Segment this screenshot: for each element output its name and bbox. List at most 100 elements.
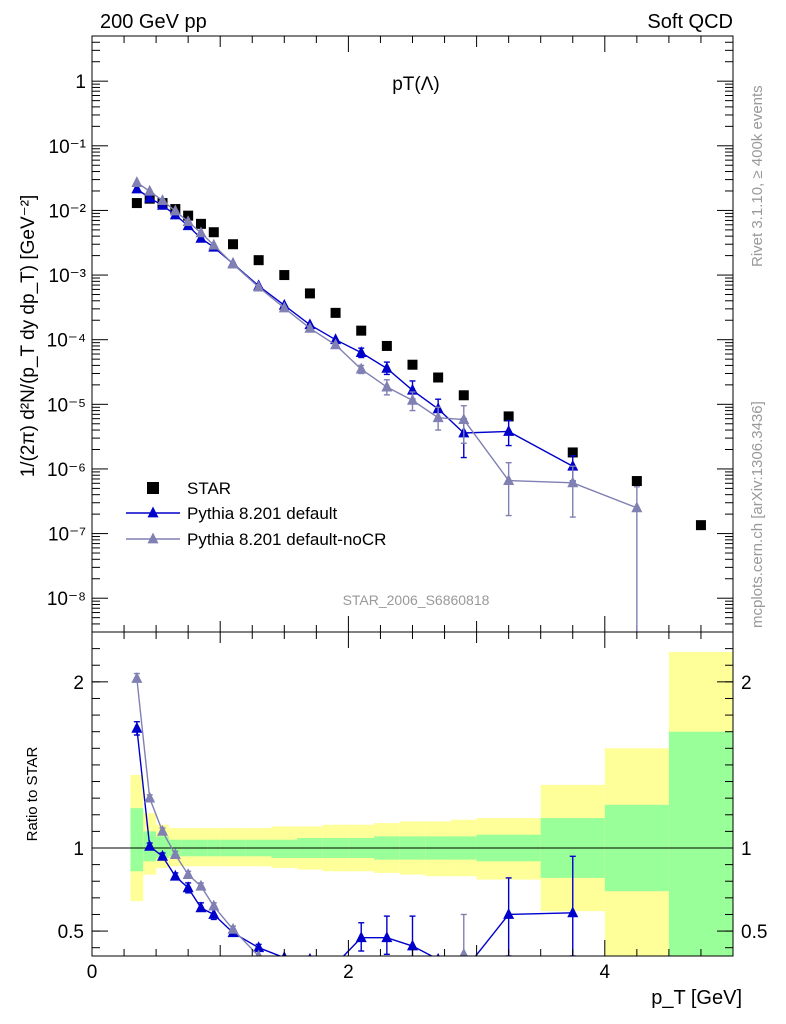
- ratio-point: [144, 839, 156, 851]
- ratio-x-tick-label: 2: [343, 962, 354, 983]
- data-point: [433, 372, 444, 383]
- header-left: 200 GeV pp: [100, 11, 207, 33]
- side-label-rivet: Rivet 3.1.10, ≥ 400k events: [749, 85, 766, 267]
- y-tick-label: 10⁻³: [49, 266, 87, 287]
- ratio-point: [355, 931, 367, 943]
- y-tick-label: 1: [75, 72, 86, 93]
- main-plot-marks: [131, 176, 706, 632]
- ratio-plot-xlabel: p_T [GeV]: [651, 987, 742, 1009]
- band-inner: [130, 808, 144, 872]
- data-point: [208, 227, 219, 238]
- data-point: [304, 288, 315, 299]
- data-point: [228, 239, 239, 250]
- ratio-point: [407, 939, 418, 951]
- ratio-plot-ticks: 0.5 0.5 1 1 2 2 0 2 4: [58, 632, 767, 983]
- ratio-point: [433, 968, 444, 979]
- data-point: [503, 424, 515, 436]
- y-tick-label: 10⁻⁴: [47, 331, 86, 352]
- data-point: [169, 204, 181, 216]
- ratio-point: [253, 941, 265, 953]
- data-point: [381, 380, 393, 392]
- ratio-plot-frame: [91, 631, 734, 957]
- data-point: [208, 238, 220, 250]
- y-tick-label: 10⁻²: [49, 201, 87, 222]
- ratio-x-tick-label: 4: [600, 962, 611, 983]
- header-right: Soft QCD: [647, 11, 733, 33]
- ratio-point: [356, 966, 367, 977]
- data-point: [253, 255, 264, 266]
- ratio-point: [330, 961, 341, 972]
- ratio-y-tick-label: 0.5: [58, 922, 84, 943]
- data-point: [278, 301, 290, 313]
- ratio-point: [195, 879, 207, 891]
- ratio-point: [255, 949, 262, 956]
- data-point: [253, 280, 265, 292]
- band-inner: [668, 731, 733, 956]
- ratio-point: [195, 901, 207, 913]
- y-tick-label: 10⁻⁸: [47, 589, 86, 610]
- main-plot-panel: 10⁻⁸10⁻⁷10⁻⁶10⁻⁵10⁻⁴10⁻³10⁻²10⁻¹1 pT(Λ) …: [18, 35, 734, 633]
- legend-label: Pythia 8.201 default-noCR: [187, 530, 386, 549]
- data-point: [381, 340, 392, 351]
- y-tick-label: 10⁻⁵: [47, 395, 86, 416]
- ratio-point: [459, 947, 468, 956]
- data-point: [304, 321, 316, 333]
- ratio-plot-panel: 0.5 0.5 1 1 2 2 0 2 4 Ratio to STAR p_T [GeV]: [24, 631, 767, 1009]
- ratio-point: [567, 906, 579, 918]
- data-point: [195, 231, 207, 243]
- data-point: [355, 362, 367, 374]
- ratio-point: [157, 824, 169, 836]
- legend-marker-triangle: [147, 506, 159, 518]
- ratio-plot-ylabel: Ratio to STAR: [24, 746, 41, 841]
- ratio-point: [458, 964, 469, 975]
- ratio-point: [182, 881, 194, 893]
- data-point: [131, 198, 142, 209]
- ratio-point: [279, 958, 290, 969]
- ratio-point: [308, 952, 312, 956]
- ratio-y-tick-label-right: 0.5: [741, 922, 767, 943]
- main-plot-ylabel: 1/(2π) d²N/(p_T dy dp_T) [GeV⁻²]: [18, 195, 39, 478]
- ratio-plot-marks: [131, 672, 579, 979]
- legend-label: Pythia 8.201 default: [187, 504, 338, 523]
- ratio-point: [169, 869, 181, 881]
- ratio-uncertainty-bands: [130, 651, 733, 956]
- data-point: [458, 390, 469, 401]
- ratio-point: [208, 907, 220, 919]
- data-point: [695, 520, 706, 531]
- data-point: [131, 182, 143, 194]
- ratio-x-tick-label: 0: [87, 962, 98, 983]
- data-point: [131, 176, 143, 187]
- ratio-y-tick-label-right: 2: [741, 673, 752, 694]
- data-point: [503, 411, 514, 422]
- data-point: [227, 257, 239, 269]
- legend: STAR Pythia 8.201 default Pythia 8.201 def…: [126, 479, 386, 549]
- data-point: [381, 361, 393, 373]
- data-point: [356, 325, 367, 336]
- data-point: [567, 476, 579, 488]
- y-tick-label: 10⁻¹: [49, 137, 87, 158]
- ratio-point: [144, 791, 156, 803]
- watermark-label: STAR_2006_S6860818: [343, 592, 490, 608]
- band-inner: [156, 836, 169, 858]
- data-point: [631, 501, 643, 513]
- main-plot-title: pT(Λ): [392, 74, 440, 95]
- ratio-point: [131, 721, 143, 733]
- ratio-y-tick-label: 2: [73, 673, 84, 694]
- ratio-point: [407, 961, 418, 972]
- ratio-y-tick-label-right: 1: [741, 839, 752, 860]
- legend-marker-star: [147, 482, 159, 494]
- data-point: [330, 338, 342, 350]
- ratio-point: [208, 899, 220, 911]
- data-point: [458, 413, 470, 424]
- band-inner: [271, 839, 298, 858]
- y-tick-label: 10⁻⁶: [47, 460, 86, 481]
- ratio-point: [330, 958, 341, 969]
- data-point: [144, 191, 156, 203]
- data-point: [157, 194, 169, 205]
- data-point: [432, 411, 444, 423]
- ratio-point: [131, 672, 143, 683]
- ratio-point: [503, 907, 515, 919]
- data-point: [330, 307, 341, 318]
- data-point: [407, 359, 418, 370]
